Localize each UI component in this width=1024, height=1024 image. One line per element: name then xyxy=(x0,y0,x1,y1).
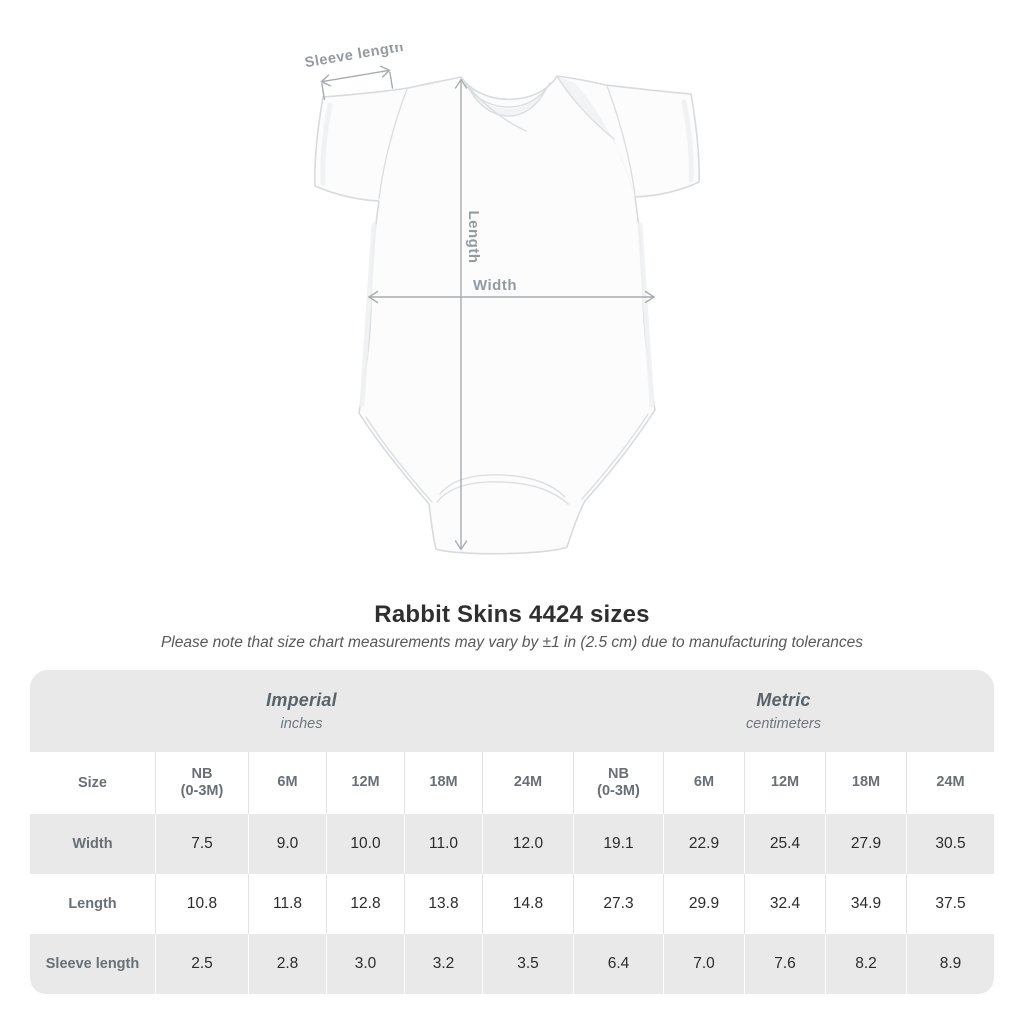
width-value: 19.1 xyxy=(573,814,663,874)
imperial-section-header: Imperial inches xyxy=(30,670,573,752)
width-value: 27.9 xyxy=(825,814,906,874)
length-value: 32.4 xyxy=(744,874,825,934)
width-value: 25.4 xyxy=(744,814,825,874)
column-header-nb-imperial: NB (0-3M) xyxy=(155,752,248,814)
sleeve-length-value: 8.9 xyxy=(906,934,994,994)
metric-section-header: Metric centimeters xyxy=(573,670,994,752)
metric-label: Metric xyxy=(756,690,811,710)
sleeve-seam-left xyxy=(378,88,408,200)
length-value: 11.8 xyxy=(248,874,326,934)
imperial-label: Imperial xyxy=(266,690,337,710)
length-value: 14.8 xyxy=(482,874,573,934)
width-value: 9.0 xyxy=(248,814,326,874)
length-value: 13.8 xyxy=(404,874,482,934)
width-value: 22.9 xyxy=(663,814,744,874)
sleeve-length-value: 3.0 xyxy=(326,934,404,994)
metric-unit: centimeters xyxy=(746,716,821,732)
length-value: 12.8 xyxy=(326,874,404,934)
width-value: 11.0 xyxy=(404,814,482,874)
width-value: 12.0 xyxy=(482,814,573,874)
column-header-6m-metric: 6M xyxy=(663,752,744,814)
snap-flap-seam xyxy=(439,474,566,498)
sleeve-length-value: 2.5 xyxy=(155,934,248,994)
length-arrow xyxy=(454,78,468,551)
column-header-24m-imperial: 24M xyxy=(482,752,573,814)
width-value: 7.5 xyxy=(155,814,248,874)
lap-flap-right xyxy=(556,75,615,140)
length-value: 27.3 xyxy=(573,874,663,934)
size-corner-header: Size xyxy=(30,752,155,814)
width-value: 10.0 xyxy=(326,814,404,874)
length-label: Length xyxy=(465,211,482,264)
column-header-6m-imperial: 6M xyxy=(248,752,326,814)
sleeve-length-value: 2.8 xyxy=(248,934,326,994)
lap-flap-left xyxy=(460,76,527,132)
bodysuit-outline xyxy=(314,75,700,555)
sleeve-length-value: 7.6 xyxy=(744,934,825,994)
sleeve-length-label: Sleeve length xyxy=(304,45,405,71)
sleeve-length-value: 7.0 xyxy=(663,934,744,994)
size-table: Imperial inches Metric centimeters Size … xyxy=(30,670,994,994)
fabric-shading xyxy=(320,99,694,408)
imperial-unit: inches xyxy=(280,716,323,732)
column-header-12m-imperial: 12M xyxy=(326,752,404,814)
garment-seams xyxy=(365,75,649,505)
width-arrow xyxy=(367,290,656,304)
sleeve-length-value: 3.2 xyxy=(404,934,482,994)
column-header-nb-metric: NB (0-3M) xyxy=(573,752,663,814)
row-label-sleeve-length: Sleeve length xyxy=(30,934,155,994)
row-label-length: Length xyxy=(30,874,155,934)
sleeve-length-value: 8.2 xyxy=(825,934,906,994)
row-label-width: Width xyxy=(30,814,155,874)
width-value: 30.5 xyxy=(906,814,994,874)
column-header-18m-metric: 18M xyxy=(825,752,906,814)
length-value: 37.5 xyxy=(906,874,994,934)
length-value: 10.8 xyxy=(155,874,248,934)
leg-binding-left xyxy=(365,416,433,503)
column-header-18m-imperial: 18M xyxy=(404,752,482,814)
sleeve-length-arrow xyxy=(320,65,394,101)
dimension-lines xyxy=(320,65,656,551)
leg-binding-right xyxy=(581,413,649,500)
width-label: Width xyxy=(473,277,517,294)
tolerance-note: Please note that size chart measurements… xyxy=(160,634,864,651)
collar-band xyxy=(464,82,551,108)
bodysuit-illustration: Sleeve length Length Width xyxy=(304,45,700,555)
sleeve-length-value: 6.4 xyxy=(573,934,663,994)
column-header-24m-metric: 24M xyxy=(906,752,994,814)
sleeve-length-value: 3.5 xyxy=(482,934,573,994)
sleeve-seam-right xyxy=(606,85,636,197)
length-value: 34.9 xyxy=(825,874,906,934)
column-header-12m-metric: 12M xyxy=(744,752,825,814)
length-value: 29.9 xyxy=(663,874,744,934)
page-title: Rabbit Skins 4424 sizes xyxy=(374,601,650,628)
